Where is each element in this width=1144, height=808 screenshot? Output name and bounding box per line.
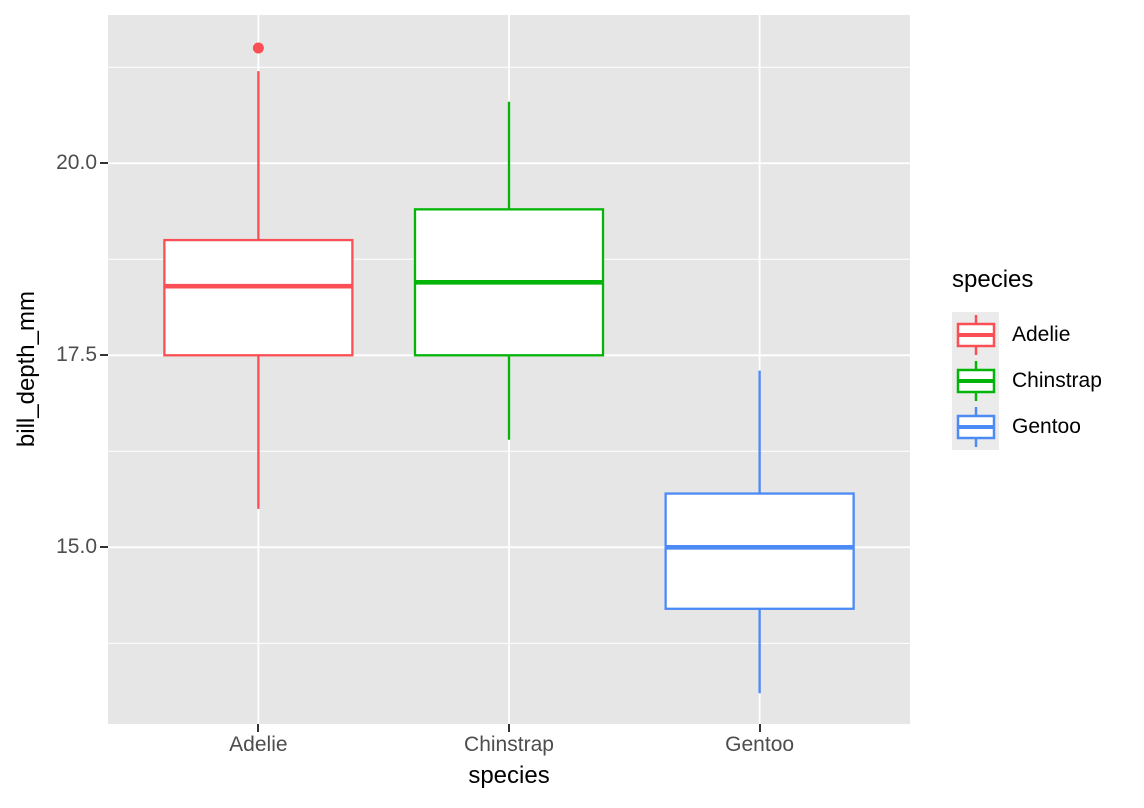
legend-key (952, 404, 999, 450)
x-tick-label: Adelie (229, 733, 288, 756)
y-tick-label: 15.0 (56, 535, 97, 559)
y-axis-title-wrap: bill_depth_mm (10, 15, 44, 724)
legend-label: Chinstrap (1012, 369, 1102, 392)
legend-item-chinstrap: Chinstrap (952, 358, 1102, 404)
x-tick-label: Gentoo (725, 733, 795, 756)
x-tick-label: Chinstrap (464, 733, 554, 756)
legend-label: Gentoo (1012, 415, 1081, 438)
legend-key (952, 358, 999, 404)
y-axis-title: bill_depth_mm (13, 291, 40, 448)
legend-key (952, 312, 999, 358)
y-axis-tick (100, 546, 108, 549)
x-axis-tick (508, 724, 510, 732)
legend: species Adelie Chinstrap Gentoo (952, 266, 1102, 450)
boxplot-canvas (108, 15, 910, 724)
legend-items: Adelie Chinstrap Gentoo (952, 312, 1102, 450)
y-axis-tick (100, 162, 108, 165)
legend-item-gentoo: Gentoo (952, 404, 1102, 450)
y-tick-label: 20.0 (56, 151, 97, 175)
x-axis-tick (758, 724, 761, 732)
y-tick-label: 17.5 (56, 343, 97, 367)
boxplot-key-icon (956, 361, 995, 401)
legend-title: species (952, 266, 1034, 293)
box-gentoo (664, 492, 855, 610)
boxplot-key-icon (956, 407, 995, 447)
outlier-point-adelie (252, 42, 264, 54)
x-axis-tick (257, 724, 260, 732)
plot-panel (108, 15, 910, 724)
legend-label: Adelie (1012, 323, 1071, 346)
legend-item-adelie: Adelie (952, 312, 1102, 358)
x-axis-title: species (468, 762, 550, 789)
y-axis-tick (100, 354, 108, 357)
boxplot-key-icon (956, 315, 995, 355)
box-adelie (163, 238, 354, 357)
